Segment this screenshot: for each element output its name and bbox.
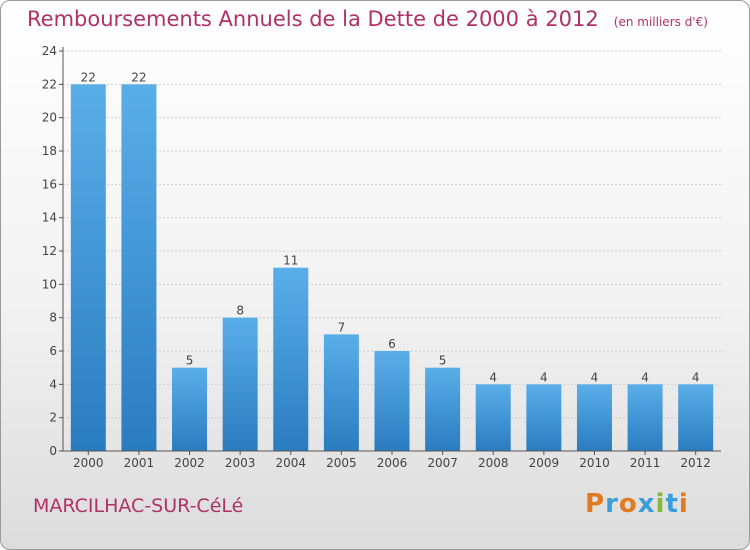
y-tick-label: 16 xyxy=(42,177,57,191)
data-label-2005: 7 xyxy=(338,320,346,334)
data-label-2010: 4 xyxy=(591,370,599,384)
title-row: Remboursements Annuels de la Dette de 20… xyxy=(27,7,708,31)
y-tick-label: 18 xyxy=(42,144,57,158)
x-tick-label: 2012 xyxy=(680,456,711,470)
chart-unit: (en milliers d'€) xyxy=(613,15,708,29)
bar-2010 xyxy=(576,384,612,451)
bars xyxy=(70,84,714,451)
y-tick-label: 12 xyxy=(42,244,57,258)
logo-letter: r xyxy=(605,489,619,519)
bar-2008 xyxy=(475,384,511,451)
data-label-2009: 4 xyxy=(540,370,548,384)
logo-letter: i xyxy=(655,489,666,519)
x-tick-label: 2007 xyxy=(427,456,458,470)
data-label-2012: 4 xyxy=(692,370,700,384)
x-tick-label: 2010 xyxy=(579,456,610,470)
data-label-2000: 22 xyxy=(81,70,96,84)
x-tick-label: 2011 xyxy=(630,456,661,470)
data-label-2002: 5 xyxy=(186,354,194,368)
x-tick-label: 2008 xyxy=(478,456,509,470)
x-tick-label: 2009 xyxy=(529,456,560,470)
x-tick-label: 2004 xyxy=(275,456,306,470)
logo-letter: o xyxy=(618,489,638,519)
logo-letter: t xyxy=(665,489,679,519)
bar-2001 xyxy=(121,84,157,451)
y-tick-label: 24 xyxy=(42,44,57,58)
y-tick-label: 14 xyxy=(42,211,57,225)
logo-letter: x xyxy=(637,489,656,519)
y-tick-label: 20 xyxy=(42,111,57,125)
bar-2004 xyxy=(273,267,309,451)
data-label-2011: 4 xyxy=(641,370,649,384)
y-tick-label: 2 xyxy=(49,411,57,425)
y-tick-label: 10 xyxy=(42,277,57,291)
bar-2002 xyxy=(172,367,208,451)
bar-2011 xyxy=(627,384,663,451)
bar-2009 xyxy=(526,384,562,451)
data-label-2007: 5 xyxy=(439,354,447,368)
x-tick-label: 2002 xyxy=(174,456,205,470)
y-tick-label: 22 xyxy=(42,77,57,91)
data-labels: 22 22 5 8 11 7 6 5 4 4 4 4 4 xyxy=(81,70,700,384)
bar-2000 xyxy=(70,84,106,451)
y-tick-label: 4 xyxy=(49,377,57,391)
logo-letter: P xyxy=(585,489,606,519)
x-tick-label: 2006 xyxy=(377,456,408,470)
x-tick-label: 2000 xyxy=(73,456,104,470)
bar-2006 xyxy=(374,351,410,451)
x-tick-label: 2003 xyxy=(225,456,256,470)
x-tick-label: 2001 xyxy=(124,456,155,470)
proxiti-logo: Proxiti xyxy=(585,489,689,519)
data-label-2006: 6 xyxy=(388,337,396,351)
bar-2012 xyxy=(678,384,714,451)
chart-title: Remboursements Annuels de la Dette de 20… xyxy=(27,7,599,31)
logo-letter: i xyxy=(678,489,689,519)
data-label-2004: 11 xyxy=(283,254,298,268)
commune-name: MARCILHAC-SUR-CéLé xyxy=(33,495,244,517)
bar-2005 xyxy=(323,334,359,451)
bar-2007 xyxy=(425,367,461,451)
x-tick-label: 2005 xyxy=(326,456,357,470)
bar-2003 xyxy=(222,317,258,451)
data-label-2001: 22 xyxy=(131,70,146,84)
y-tick-label: 0 xyxy=(49,444,57,458)
y-tick-label: 6 xyxy=(49,344,57,358)
y-tick-label: 8 xyxy=(49,311,57,325)
data-label-2008: 4 xyxy=(489,370,497,384)
data-label-2003: 8 xyxy=(236,304,244,318)
